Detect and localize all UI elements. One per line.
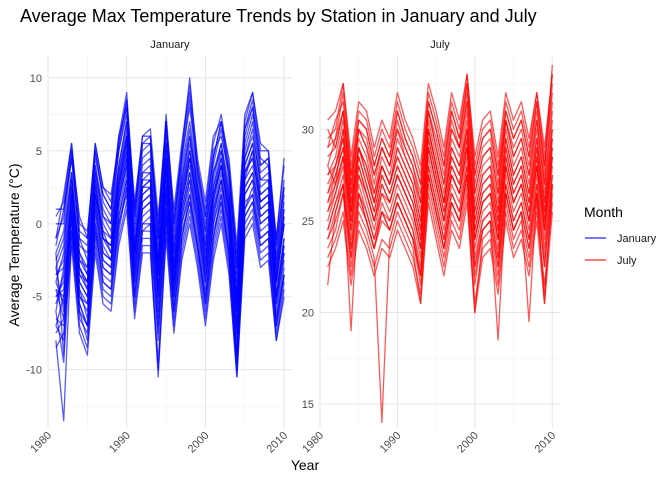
series-line-july-8 [327, 156, 553, 259]
panel-january: January 10 5 0 -5 -10 1980 1990 2000 2010 [26, 39, 292, 455]
x-tick-label: 1990 [107, 430, 133, 456]
series-line-july-23 [327, 146, 553, 250]
legend-label-january: January [617, 233, 657, 245]
y-ticks-january: 10 5 0 -5 -10 [26, 73, 42, 377]
x-ticks-january: 1980 1990 2000 2010 [28, 430, 290, 456]
y-tick-label: 30 [302, 124, 314, 136]
series-line-july-4 [327, 183, 553, 424]
series-line-july-21 [327, 201, 553, 314]
y-tick-label: 25 [302, 216, 314, 228]
series-january [55, 77, 285, 422]
series-line-january-25 [55, 179, 285, 364]
series-july [327, 65, 553, 424]
panel-july: July 30 25 20 15 1980 1990 2000 2010 [300, 39, 560, 455]
series-line-july-25 [327, 174, 553, 277]
x-tick-label: 1990 [378, 430, 404, 456]
series-line-july-12 [327, 73, 553, 176]
series-line-january-23 [55, 208, 285, 378]
series-line-july-19 [327, 82, 553, 185]
series-line-january-27 [55, 157, 285, 327]
x-tick-label: 1980 [28, 430, 54, 456]
y-tick-label: 0 [36, 219, 42, 231]
x-tick-label: 2010 [264, 430, 290, 456]
y-tick-label: 5 [36, 146, 42, 158]
series-line-july-1 [327, 110, 553, 213]
series-line-july-18 [327, 165, 553, 277]
y-tick-label: 20 [302, 308, 314, 320]
series-line-january-22 [55, 120, 285, 283]
x-tick-label: 2000 [186, 430, 212, 456]
strip-label-january: January [150, 39, 190, 51]
series-line-july-3 [327, 82, 553, 185]
chart-title: Average Max Temperature Trends by Statio… [20, 6, 537, 26]
legend: Month January July [584, 204, 657, 267]
series-line-january-26 [55, 84, 285, 247]
y-tick-label: -10 [26, 365, 42, 377]
x-tick-label: 2000 [455, 430, 481, 456]
series-line-july-24 [327, 73, 553, 167]
series-line-july-7 [327, 65, 553, 195]
series-line-july-16 [327, 137, 553, 240]
y-axis-title: Average Temperature (°C) [6, 163, 22, 326]
series-line-july-14 [327, 192, 553, 305]
x-tick-label: 1980 [300, 430, 326, 456]
x-tick-label: 2010 [533, 430, 559, 456]
series-line-january-18 [55, 135, 285, 298]
series-line-july-22 [327, 101, 553, 204]
series-line-july-17 [327, 128, 553, 222]
legend-label-july: July [617, 255, 637, 267]
series-line-january-24 [55, 142, 285, 305]
y-tick-label: 10 [30, 73, 42, 85]
y-tick-label: -5 [32, 292, 42, 304]
y-tick-label: 15 [302, 399, 314, 411]
x-axis-title: Year [291, 457, 320, 473]
x-ticks-july: 1980 1990 2000 2010 [300, 430, 558, 456]
strip-label-july: July [430, 39, 450, 51]
y-ticks-july: 30 25 20 15 [302, 124, 314, 411]
legend-title: Month [584, 204, 623, 220]
